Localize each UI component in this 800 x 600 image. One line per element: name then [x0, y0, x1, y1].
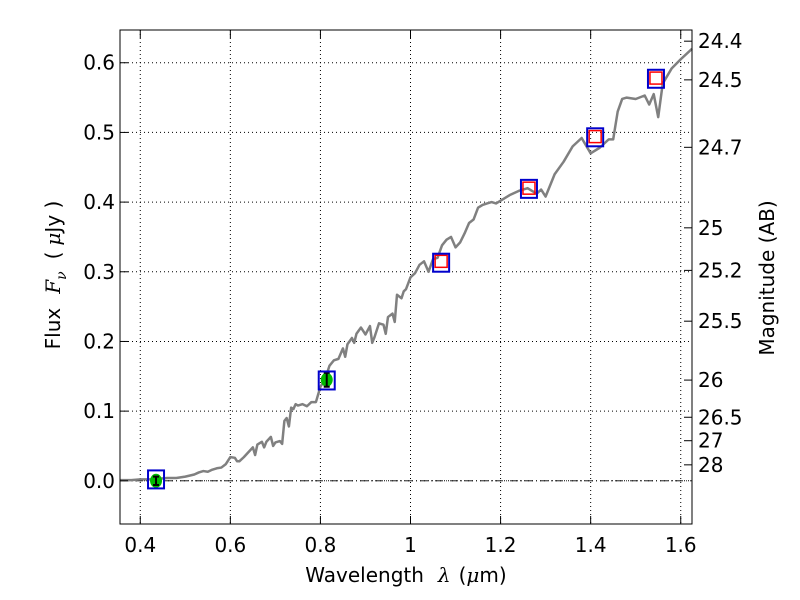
- y-axis-label: FluxFν(μJy ): [41, 201, 70, 350]
- y2-tick-label: 25.5: [698, 309, 743, 333]
- x-tick-label: 1.2: [485, 533, 517, 557]
- y-tick-label: 0.2: [83, 329, 115, 353]
- y-tick-label: 0.3: [83, 260, 115, 284]
- x-tick-label: 0.8: [305, 533, 337, 557]
- y2-tick-label: 24.5: [698, 68, 743, 92]
- y2-axis-label: Magnitude (AB): [755, 200, 779, 355]
- model-point: [649, 71, 663, 85]
- spectrum-line: [120, 47, 693, 482]
- y-tick-label: 0.4: [83, 190, 115, 214]
- x-tick-label: 0.6: [214, 533, 246, 557]
- model-point: [588, 129, 602, 144]
- y2-tick-label: 25: [698, 216, 723, 240]
- photometry-box: [586, 127, 605, 148]
- photometry-box: [432, 252, 451, 273]
- photometry-box: [646, 68, 665, 89]
- model-point: [522, 181, 536, 195]
- x-tick-label: 1.4: [575, 533, 607, 557]
- y-tick-label: 0.1: [83, 399, 115, 423]
- photometry-box: [147, 469, 166, 490]
- model-point: [434, 254, 448, 269]
- y2-tick-label: 26.5: [698, 405, 743, 429]
- y2-tick-label: 24.7: [698, 135, 743, 159]
- y2-tick-label: 24.4: [698, 29, 743, 53]
- x-tick-label: 0.4: [124, 533, 156, 557]
- y-tick-label: 0.5: [83, 120, 115, 144]
- photometry-box: [519, 178, 538, 199]
- y2-tick-label: 27: [698, 429, 723, 453]
- plot-frame: [119, 29, 693, 525]
- x-tick-label: 1.6: [665, 533, 697, 557]
- y-tick-label: 0.0: [83, 469, 115, 493]
- y2-tick-label: 28: [698, 453, 723, 477]
- y2-tick-label: 26: [698, 368, 723, 392]
- photometry-box: [317, 370, 336, 391]
- x-tick-label: 1: [404, 533, 417, 557]
- y2-tick-label: 25.2: [698, 258, 743, 282]
- x-axis-label: Wavelength λ (μm): [305, 563, 506, 587]
- y-tick-label: 0.6: [83, 51, 115, 75]
